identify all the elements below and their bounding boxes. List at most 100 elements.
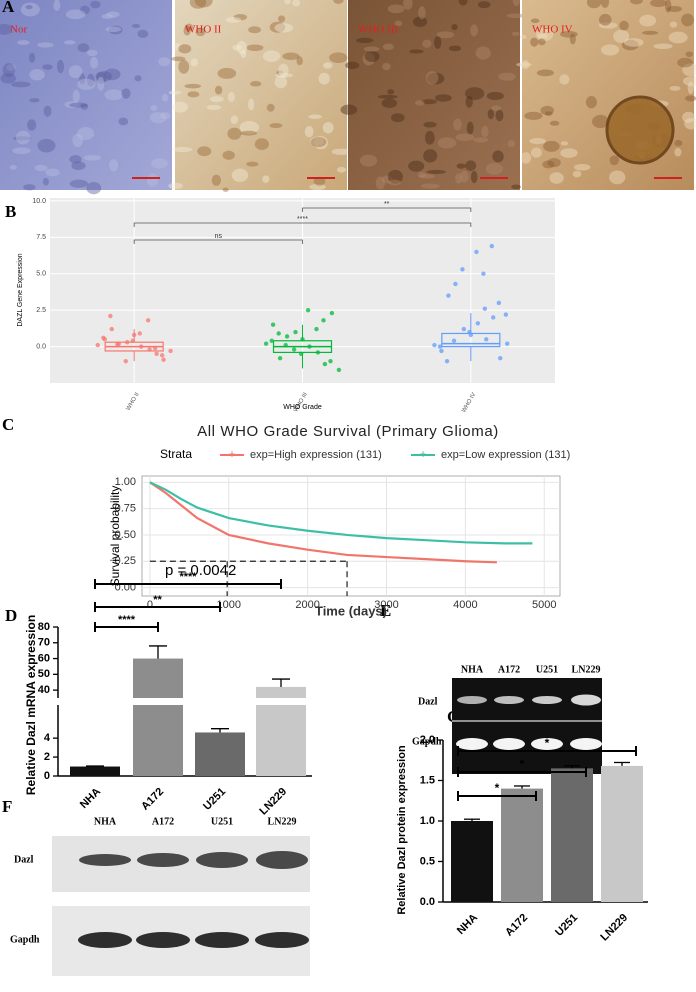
cell [433, 36, 442, 49]
data-point [137, 331, 142, 336]
x-tick-label: 4000 [453, 599, 477, 611]
cell [274, 23, 294, 33]
cell [292, 0, 301, 7]
cell [105, 26, 122, 33]
cell [434, 94, 452, 102]
cell [37, 138, 56, 153]
cell [364, 50, 380, 62]
cell [86, 181, 102, 195]
cell [108, 159, 119, 172]
cell [687, 81, 694, 95]
data-point [505, 341, 510, 346]
cell [613, 29, 630, 44]
p-value: p = 0.0042 [165, 562, 236, 579]
histology-label: WHO II [185, 24, 222, 36]
cell [185, 23, 194, 31]
cell [424, 130, 435, 145]
cell [80, 5, 90, 15]
cell [206, 104, 222, 111]
cell [43, 105, 52, 117]
band [493, 738, 525, 750]
cell [239, 121, 260, 134]
cell [507, 140, 516, 148]
cell [77, 126, 95, 141]
cell [2, 63, 16, 78]
cell [491, 105, 502, 111]
cell [530, 147, 542, 158]
cell [387, 89, 395, 95]
cell [131, 23, 141, 28]
cell [296, 56, 303, 66]
y-tick-label: 10.0 [32, 198, 46, 205]
cell [381, 98, 398, 108]
data-point [461, 326, 467, 332]
data-point [284, 334, 290, 339]
data-point [263, 341, 269, 346]
cell [248, 98, 255, 111]
cell [542, 160, 555, 169]
band [571, 694, 601, 706]
cell [217, 67, 237, 79]
legend-label: exp=High expression (131) [250, 449, 382, 461]
x-tick-label: WHO II [126, 392, 141, 412]
cell [605, 95, 675, 165]
cell [190, 58, 199, 67]
cell [231, 168, 249, 182]
cell [27, 119, 37, 131]
y-tick-label: 0.5 [420, 855, 435, 867]
cell [106, 11, 120, 18]
cell [586, 0, 602, 9]
cell [572, 170, 582, 178]
data-point [108, 313, 113, 319]
cell [414, 100, 425, 106]
data-point [145, 318, 151, 323]
cell [417, 171, 427, 178]
cell [236, 40, 247, 55]
cell [621, 39, 639, 51]
cell [481, 125, 489, 138]
data-point [446, 293, 451, 298]
cell [423, 121, 437, 128]
data-point [95, 342, 100, 348]
data-point [491, 315, 496, 320]
cell [623, 38, 644, 47]
data-point [328, 358, 333, 364]
cell [278, 63, 289, 78]
cell [195, 27, 206, 37]
cell [331, 148, 351, 155]
cell [137, 29, 149, 38]
cell [86, 73, 95, 87]
x-tick-label: 0 [147, 599, 153, 611]
cell [83, 155, 102, 161]
cell [451, 24, 458, 31]
cell [69, 102, 88, 108]
lane-label: U251 [211, 816, 233, 827]
cell [134, 75, 142, 82]
cell [453, 118, 462, 131]
cell [227, 127, 242, 140]
cell [262, 50, 281, 62]
cell [304, 126, 314, 138]
cell [230, 115, 238, 125]
x-tick-label: 1000 [217, 599, 241, 611]
row-label: Dazl [14, 854, 34, 865]
cell [151, 158, 168, 169]
cell [560, 148, 578, 158]
lane-label: NHA [461, 664, 484, 675]
lane-label: U251 [536, 664, 558, 675]
cell [172, 147, 193, 153]
cell [356, 37, 374, 44]
cell [544, 111, 553, 116]
band [570, 738, 602, 750]
data-point [503, 312, 509, 317]
cell [168, 90, 182, 95]
data-point [123, 358, 128, 364]
cell [381, 175, 393, 184]
data-point [475, 321, 481, 326]
y-tick-label: 40 [38, 684, 50, 696]
cell [29, 69, 45, 81]
cell [421, 99, 437, 105]
cell [158, 57, 171, 67]
cell [458, 0, 468, 6]
cell [682, 111, 695, 123]
